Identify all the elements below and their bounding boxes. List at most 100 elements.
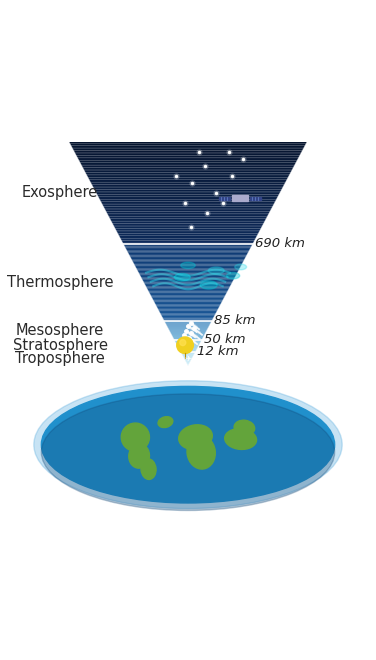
Polygon shape xyxy=(133,263,243,265)
Bar xyxy=(219,197,230,200)
Polygon shape xyxy=(101,201,275,203)
Polygon shape xyxy=(137,269,239,271)
Ellipse shape xyxy=(200,280,217,289)
Polygon shape xyxy=(161,315,215,316)
Ellipse shape xyxy=(121,423,150,451)
Polygon shape xyxy=(83,169,293,171)
Polygon shape xyxy=(85,172,291,174)
Polygon shape xyxy=(138,271,238,272)
Text: ✈: ✈ xyxy=(184,354,191,363)
Polygon shape xyxy=(120,237,256,239)
Polygon shape xyxy=(149,292,227,294)
Polygon shape xyxy=(122,242,254,244)
Polygon shape xyxy=(136,268,240,269)
Ellipse shape xyxy=(181,262,195,269)
Polygon shape xyxy=(84,171,292,172)
Bar xyxy=(232,195,248,201)
Ellipse shape xyxy=(226,273,240,279)
Polygon shape xyxy=(127,251,249,253)
Polygon shape xyxy=(126,249,250,250)
Polygon shape xyxy=(160,314,216,315)
Polygon shape xyxy=(109,216,267,218)
Polygon shape xyxy=(88,178,288,180)
Polygon shape xyxy=(127,250,249,251)
Polygon shape xyxy=(135,266,241,267)
Polygon shape xyxy=(74,152,302,154)
Polygon shape xyxy=(139,275,237,276)
Polygon shape xyxy=(158,308,218,310)
Polygon shape xyxy=(97,195,279,196)
Polygon shape xyxy=(121,240,255,242)
Polygon shape xyxy=(129,254,247,255)
Polygon shape xyxy=(140,276,236,277)
Text: Thermosphere: Thermosphere xyxy=(7,275,114,290)
Polygon shape xyxy=(89,180,287,181)
Polygon shape xyxy=(81,164,295,166)
Polygon shape xyxy=(104,208,272,210)
Polygon shape xyxy=(90,181,286,183)
Polygon shape xyxy=(143,280,233,281)
Polygon shape xyxy=(153,299,223,300)
Polygon shape xyxy=(144,282,232,284)
Polygon shape xyxy=(86,174,290,176)
Polygon shape xyxy=(71,145,305,147)
Text: Troposphere: Troposphere xyxy=(15,351,105,366)
Polygon shape xyxy=(146,288,230,289)
Ellipse shape xyxy=(225,428,256,449)
Ellipse shape xyxy=(158,416,173,428)
Polygon shape xyxy=(161,316,215,317)
Polygon shape xyxy=(78,159,298,160)
Polygon shape xyxy=(70,144,306,145)
Text: Exosphere: Exosphere xyxy=(22,185,98,201)
Polygon shape xyxy=(147,289,229,290)
Polygon shape xyxy=(152,298,224,299)
Polygon shape xyxy=(111,222,265,224)
Polygon shape xyxy=(74,150,302,152)
Polygon shape xyxy=(75,154,301,156)
Polygon shape xyxy=(130,257,246,258)
Polygon shape xyxy=(134,265,242,266)
Polygon shape xyxy=(158,310,218,311)
Polygon shape xyxy=(141,277,235,279)
Polygon shape xyxy=(118,234,258,236)
Polygon shape xyxy=(69,142,307,144)
Polygon shape xyxy=(99,198,277,200)
Polygon shape xyxy=(120,239,256,240)
Text: 85 km: 85 km xyxy=(214,314,255,327)
Text: 12 km: 12 km xyxy=(197,345,239,358)
Polygon shape xyxy=(150,295,226,296)
Polygon shape xyxy=(156,306,220,307)
Polygon shape xyxy=(164,319,212,321)
Polygon shape xyxy=(145,285,231,286)
Polygon shape xyxy=(124,245,252,246)
Polygon shape xyxy=(103,207,273,208)
Polygon shape xyxy=(80,162,296,164)
Polygon shape xyxy=(128,253,248,254)
Polygon shape xyxy=(114,227,262,228)
Polygon shape xyxy=(144,284,232,285)
Ellipse shape xyxy=(174,273,190,281)
Polygon shape xyxy=(92,186,284,188)
Polygon shape xyxy=(87,176,289,178)
Ellipse shape xyxy=(41,386,335,503)
Polygon shape xyxy=(123,244,253,245)
Polygon shape xyxy=(135,267,241,268)
Circle shape xyxy=(180,340,186,346)
Polygon shape xyxy=(159,311,217,312)
Bar xyxy=(250,197,261,200)
Text: 690 km: 690 km xyxy=(255,238,305,250)
Polygon shape xyxy=(132,261,244,262)
Polygon shape xyxy=(155,303,221,304)
Polygon shape xyxy=(96,193,280,195)
Polygon shape xyxy=(133,262,243,263)
Polygon shape xyxy=(129,255,247,257)
Polygon shape xyxy=(105,210,271,212)
Polygon shape xyxy=(73,148,303,150)
Polygon shape xyxy=(138,272,238,273)
Ellipse shape xyxy=(235,264,247,270)
Text: Mesosphere: Mesosphere xyxy=(16,323,104,338)
Polygon shape xyxy=(93,188,283,189)
Polygon shape xyxy=(143,281,233,282)
Polygon shape xyxy=(119,236,257,237)
Polygon shape xyxy=(92,184,284,186)
